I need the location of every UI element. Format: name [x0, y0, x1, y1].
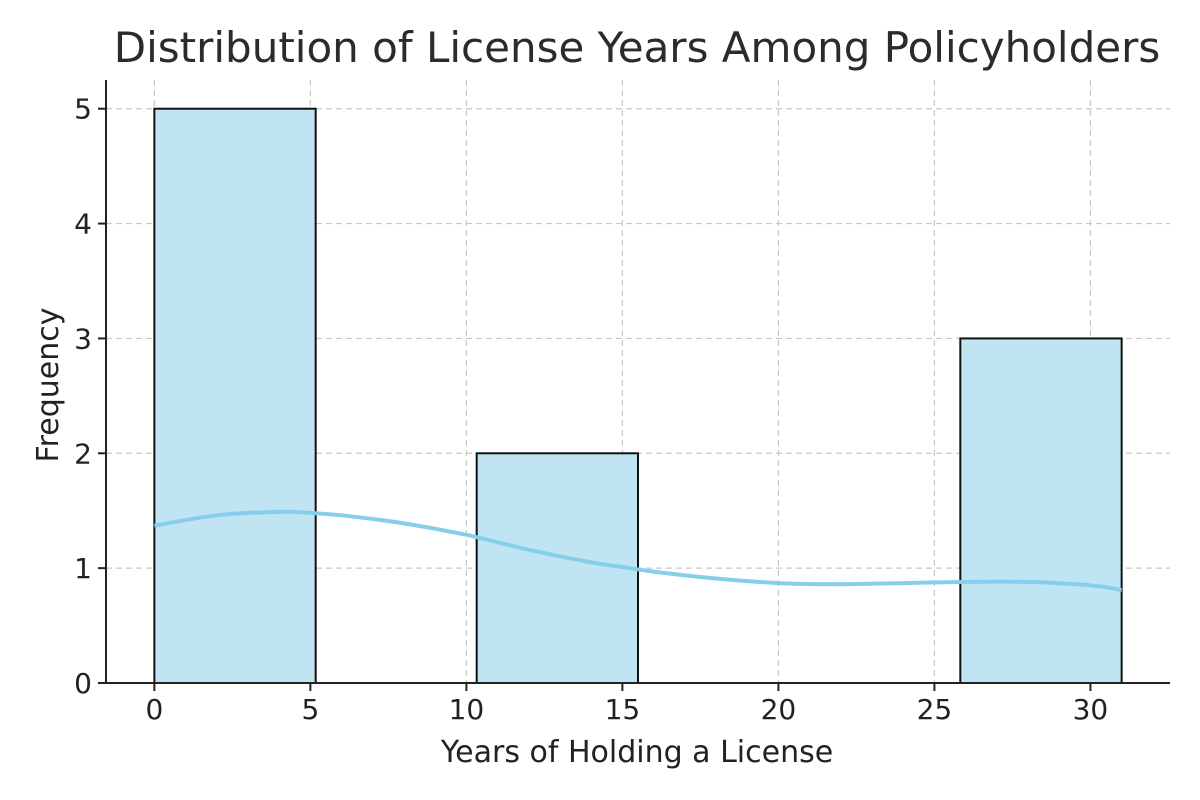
y-tick-label-0: 0 — [74, 667, 92, 700]
histogram-bar-2 — [475, 452, 639, 684]
x-tick-label-15: 15 — [605, 693, 641, 726]
chart-title: Distribution of License Years Among Poli… — [114, 23, 1160, 72]
tick-labels: 0 5 10 15 20 25 30 0 1 2 3 4 5 — [74, 93, 1108, 726]
x-tick-label-10: 10 — [449, 693, 485, 726]
axes — [98, 80, 1170, 691]
y-axis-label: Frequency — [31, 308, 66, 463]
x-tick-label-30: 30 — [1073, 693, 1109, 726]
y-tick-label-2: 2 — [74, 437, 92, 470]
y-tick-label-1: 1 — [74, 552, 92, 585]
kde-curve — [154, 509, 1122, 592]
x-axis-label: Years of Holding a License — [440, 735, 833, 770]
histogram-bar-5 — [959, 337, 1123, 684]
y-tick-label-3: 3 — [74, 322, 92, 355]
kde-curve-group — [154, 509, 1122, 592]
x-tick-label-0: 0 — [145, 693, 163, 726]
histogram-bar-0 — [153, 107, 317, 684]
histogram-bars — [153, 107, 1123, 684]
y-tick-label-4: 4 — [74, 208, 92, 241]
x-tick-label-25: 25 — [917, 693, 953, 726]
x-tick-label-20: 20 — [761, 693, 797, 726]
x-tick-label-5: 5 — [301, 693, 319, 726]
y-tick-label-5: 5 — [74, 93, 92, 126]
